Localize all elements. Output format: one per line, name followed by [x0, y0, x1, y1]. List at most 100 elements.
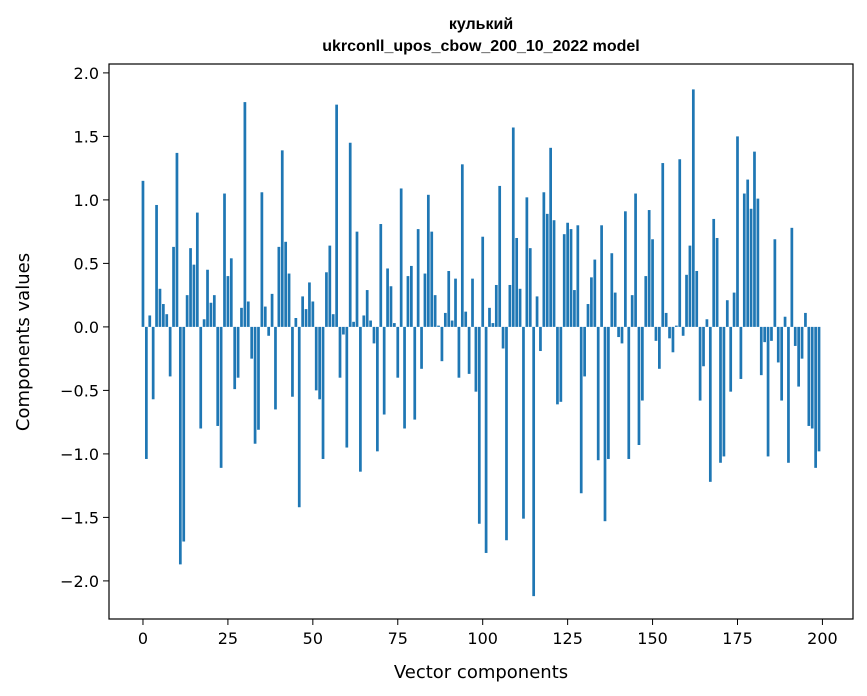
bar — [321, 326, 325, 459]
bar — [753, 151, 756, 327]
bar — [702, 326, 705, 367]
y-tick-label: 2.0 — [74, 64, 99, 83]
bar — [410, 265, 413, 327]
bar — [331, 314, 335, 327]
bar — [352, 321, 355, 327]
bar — [783, 316, 787, 327]
bar — [661, 163, 665, 327]
bar — [257, 326, 260, 430]
x-axis-label: Vector components — [394, 662, 568, 683]
bar — [148, 315, 152, 327]
bar — [488, 307, 491, 327]
y-tick-label: 0.0 — [74, 318, 99, 337]
bar — [607, 326, 610, 459]
bar — [304, 309, 308, 327]
bar — [800, 326, 804, 359]
bar — [773, 239, 777, 327]
bar — [691, 89, 695, 327]
bar — [590, 277, 593, 327]
bar — [620, 326, 624, 344]
bar — [797, 326, 800, 387]
bar — [219, 326, 223, 468]
bar — [600, 225, 603, 327]
bar — [437, 325, 440, 327]
bar — [705, 319, 709, 327]
bar — [725, 300, 729, 327]
y-tick-label: 1.5 — [74, 127, 99, 146]
y-tick-label: 0.5 — [74, 254, 99, 273]
bar — [542, 192, 546, 327]
bar — [308, 282, 311, 327]
bar — [175, 152, 179, 327]
bar — [369, 320, 372, 327]
bar — [671, 326, 675, 353]
bar — [491, 323, 495, 327]
bar — [664, 312, 668, 327]
bar — [814, 326, 817, 468]
bar — [250, 326, 254, 359]
bar — [787, 326, 790, 463]
bar — [311, 301, 315, 327]
bar — [372, 326, 376, 344]
x-tick-label: 100 — [467, 629, 498, 648]
x-tick-label: 125 — [552, 629, 583, 648]
bar — [647, 210, 651, 327]
bar — [365, 290, 369, 327]
bar — [168, 326, 172, 377]
bar — [549, 147, 552, 327]
bar — [586, 304, 590, 327]
bar — [817, 326, 821, 452]
bar — [579, 326, 583, 494]
bar — [780, 326, 784, 401]
bar — [708, 326, 712, 482]
y-axis-ticks: 2.0 1.5 1.0 0.5 0.0 −0.5 −1.0 −1.5 −2.0 — [60, 64, 109, 591]
bar — [447, 271, 451, 327]
bar — [634, 193, 637, 327]
bar — [804, 312, 807, 327]
chart-subtitle: ukrconll_upos_cbow_200_10_2022 model — [322, 38, 639, 55]
bar — [610, 253, 614, 327]
bar — [386, 268, 389, 327]
bar — [810, 326, 814, 429]
x-axis-ticks: 0 25 50 75 100 125 150 175 200 — [138, 619, 838, 648]
bar — [318, 326, 321, 400]
bar — [433, 295, 437, 327]
bar — [178, 326, 182, 565]
bar — [359, 326, 362, 472]
bar — [420, 326, 423, 369]
bar — [253, 326, 257, 444]
bar — [236, 326, 240, 378]
bar — [770, 326, 773, 341]
bar — [749, 208, 753, 327]
bar — [345, 326, 349, 448]
bar — [681, 326, 685, 336]
bar — [532, 326, 536, 597]
bar — [423, 273, 427, 327]
bar — [654, 326, 658, 341]
bar — [695, 271, 699, 327]
bar — [328, 245, 332, 327]
bar — [613, 292, 617, 327]
bar — [338, 326, 342, 378]
bar — [593, 259, 597, 327]
bar — [566, 222, 569, 327]
bar — [494, 284, 498, 327]
bar — [471, 278, 474, 327]
bar — [569, 229, 573, 327]
bar — [192, 264, 196, 327]
bar — [362, 315, 366, 327]
bar — [267, 326, 271, 336]
bar — [603, 326, 607, 522]
x-tick-label: 0 — [138, 629, 148, 648]
bar — [294, 318, 298, 327]
bar — [583, 326, 586, 377]
bar — [518, 288, 522, 327]
bar — [260, 192, 264, 327]
bar — [406, 276, 410, 327]
bar — [202, 319, 206, 327]
bar — [766, 326, 770, 457]
bar — [596, 326, 600, 461]
bar — [416, 229, 420, 327]
bar — [525, 197, 529, 327]
